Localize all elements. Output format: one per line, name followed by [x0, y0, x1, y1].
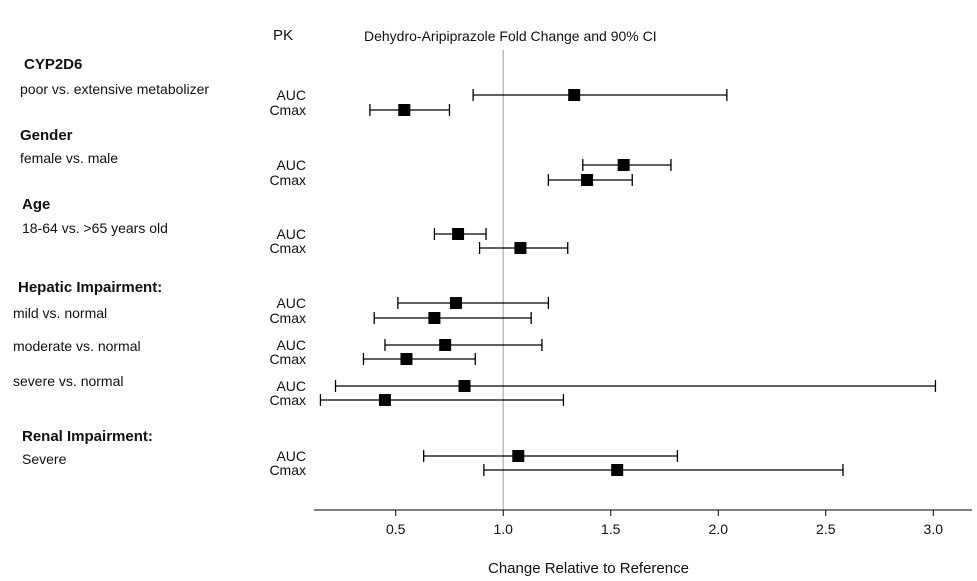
pk-label-auc: AUC: [276, 378, 306, 394]
point-estimate-marker: [439, 339, 452, 351]
pk-label-cmax: Cmax: [269, 392, 306, 408]
pk-column-header: PK: [273, 27, 294, 44]
pk-label-auc: AUC: [276, 157, 306, 173]
x-tick-label: 2.5: [816, 521, 836, 537]
pk-label-cmax: Cmax: [269, 351, 306, 367]
point-estimate-marker: [514, 242, 527, 254]
pk-label-auc: AUC: [276, 448, 306, 464]
point-estimate-marker: [428, 312, 441, 324]
x-axis-label: Change Relative to Reference: [488, 560, 689, 577]
point-estimate-marker: [449, 297, 462, 309]
pk-label-auc: AUC: [276, 226, 306, 242]
group-heading: CYP2D6: [24, 56, 83, 73]
comparison-label: 18-64 vs. >65 years old: [22, 220, 168, 236]
pk-label-cmax: Cmax: [269, 310, 306, 326]
point-estimate-marker: [617, 159, 630, 171]
point-estimate-marker: [581, 174, 594, 186]
comparison-label: moderate vs. normal: [13, 338, 141, 354]
comparison-label: Severe: [22, 451, 67, 467]
group-heading: Age: [22, 196, 51, 213]
x-tick-label: 1.0: [493, 521, 513, 537]
comparison-label: poor vs. extensive metabolizer: [20, 81, 210, 97]
comparison-label: severe vs. normal: [13, 373, 124, 389]
chart-title: Dehydro-Aripiprazole Fold Change and 90%…: [364, 28, 657, 44]
x-tick-label: 2.0: [709, 521, 729, 537]
group-heading: Gender: [20, 127, 73, 144]
point-estimate-marker: [398, 104, 411, 116]
pk-label-cmax: Cmax: [269, 240, 306, 256]
point-estimate-marker: [611, 464, 624, 476]
group-heading: Renal Impairment:: [22, 428, 153, 445]
x-tick-label: 0.5: [386, 521, 406, 537]
x-tick-label: 1.5: [601, 521, 621, 537]
pk-label-auc: AUC: [276, 295, 306, 311]
pk-label-cmax: Cmax: [269, 172, 306, 188]
pk-label-auc: AUC: [276, 337, 306, 353]
point-estimate-marker: [378, 394, 391, 406]
point-estimate-marker: [400, 353, 413, 365]
x-tick-label: 3.0: [924, 521, 944, 537]
point-estimate-marker: [512, 450, 525, 462]
group-heading: Hepatic Impairment:: [18, 279, 163, 296]
pk-label-cmax: Cmax: [269, 462, 306, 478]
pk-label-cmax: Cmax: [269, 102, 306, 118]
point-estimate-marker: [452, 228, 465, 240]
comparison-label: mild vs. normal: [13, 305, 108, 321]
comparison-label: female vs. male: [20, 150, 119, 166]
point-estimate-marker: [568, 89, 581, 101]
point-estimate-marker: [458, 380, 471, 392]
pk-label-auc: AUC: [276, 87, 306, 103]
